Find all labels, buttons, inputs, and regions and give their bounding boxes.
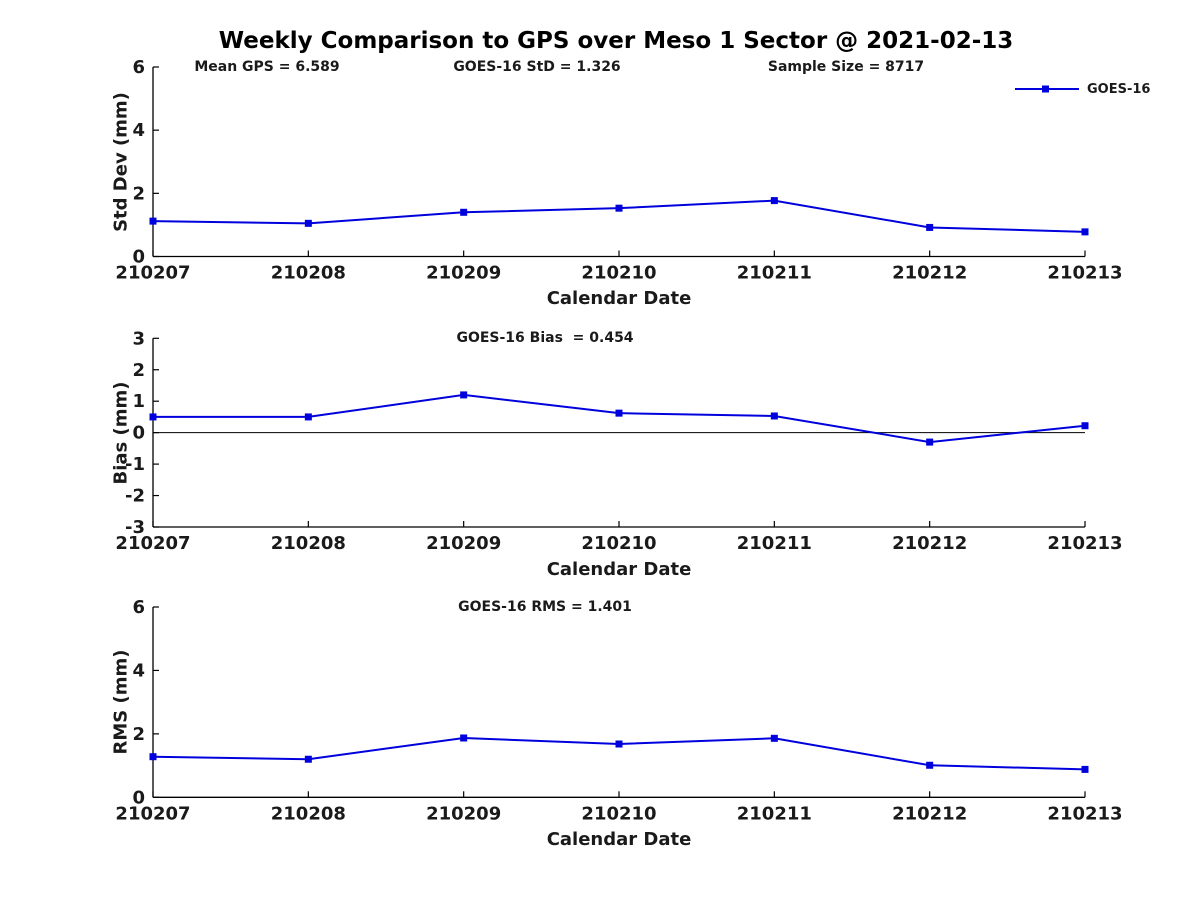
y-tick-label: 4 — [132, 120, 145, 141]
stat-goes-std: GOES-16 StD = 1.326 — [453, 59, 621, 75]
xlabel-std-dev: Calendar Date — [546, 288, 692, 309]
x-tick-label: 210211 — [737, 533, 812, 554]
y-tick-label: -2 — [125, 486, 145, 507]
x-tick-label: 210210 — [581, 263, 656, 284]
data-point-marker — [304, 219, 312, 227]
data-point-marker — [460, 734, 468, 742]
data-point-marker — [304, 413, 312, 421]
data-point-marker — [615, 409, 623, 417]
page-title: Weekly Comparison to GPS over Meso 1 Sec… — [218, 28, 1014, 54]
legend-line-marker-icon — [1015, 85, 1079, 93]
rms-subplot: 0 2 4 6 210207 210208 210209 210210 210211 210212… — [115, 597, 1122, 824]
chart-title-rms: GOES-16 RMS = 1.401 — [458, 599, 632, 615]
bias-subplot: -3 -2 -1 0 1 2 3 210207 210208 210209 210210 210211… — [115, 328, 1122, 554]
data-point-marker — [615, 740, 623, 748]
data-point-marker — [460, 391, 468, 399]
legend: GOES-16 — [1015, 81, 1150, 97]
x-tick-label: 210208 — [271, 263, 346, 284]
xlabel-bias: Calendar Date — [546, 559, 692, 580]
data-point-marker — [460, 208, 468, 216]
x-tick-label: 210207 — [115, 803, 190, 824]
data-point-marker — [926, 438, 934, 446]
data-point-marker — [1081, 765, 1089, 773]
stat-sample-size: Sample Size = 8717 — [767, 59, 925, 75]
y-tick-label: -3 — [125, 517, 145, 538]
x-tick-label: 210212 — [892, 533, 967, 554]
data-point-marker — [770, 197, 778, 205]
x-tick-label: 210212 — [892, 263, 967, 284]
data-point-marker — [1081, 422, 1089, 430]
x-tick-label: 210211 — [737, 803, 812, 824]
std-dev-subplot: 0 2 4 6 210207 210208 210209 210210 210211 210212… — [115, 57, 1122, 284]
x-tick-label: 210207 — [115, 533, 190, 554]
data-point-marker — [926, 761, 934, 769]
chart-title-bias: GOES-16 Bias = 0.454 — [456, 330, 634, 346]
data-point-marker — [149, 753, 157, 761]
x-tick-label: 210208 — [271, 533, 346, 554]
x-tick-label: 210211 — [737, 263, 812, 284]
y-tick-label: 3 — [132, 328, 145, 349]
x-tick-label: 210213 — [1047, 803, 1122, 824]
y-tick-label: 0 — [132, 787, 145, 808]
xlabel-rms: Calendar Date — [546, 829, 692, 850]
data-point-marker — [149, 217, 157, 225]
data-point-marker — [926, 223, 934, 231]
y-tick-label: 1 — [132, 391, 145, 412]
y-tick-label: 0 — [132, 247, 145, 268]
x-tick-label: 210210 — [581, 803, 656, 824]
y-tick-label: 6 — [132, 57, 145, 78]
legend-label: GOES-16 — [1087, 81, 1151, 97]
y-tick-label: 2 — [132, 183, 145, 204]
series-line — [153, 393, 1086, 444]
data-point-marker — [770, 412, 778, 420]
x-tick-label: 210207 — [115, 263, 190, 284]
y-tick-label: 0 — [132, 423, 145, 444]
x-tick-label: 210212 — [892, 803, 967, 824]
data-point-marker — [615, 204, 623, 212]
data-point-marker — [1081, 228, 1089, 236]
data-point-marker — [304, 755, 312, 763]
x-tick-label: 210209 — [426, 533, 501, 554]
y-tick-label: -1 — [125, 454, 145, 475]
y-tick-label: 6 — [132, 597, 145, 618]
y-tick-label: 2 — [132, 724, 145, 745]
x-tick-label: 210209 — [426, 263, 501, 284]
stat-mean-gps: Mean GPS = 6.589 — [194, 59, 340, 75]
x-tick-label: 210208 — [271, 803, 346, 824]
data-point-marker — [770, 734, 778, 742]
x-tick-label: 210213 — [1047, 263, 1122, 284]
y-tick-label: 4 — [132, 660, 145, 681]
y-tick-label: 2 — [132, 360, 145, 381]
x-tick-label: 210209 — [426, 803, 501, 824]
data-point-marker — [149, 413, 157, 421]
x-tick-label: 210213 — [1047, 533, 1122, 554]
x-tick-label: 210210 — [581, 533, 656, 554]
